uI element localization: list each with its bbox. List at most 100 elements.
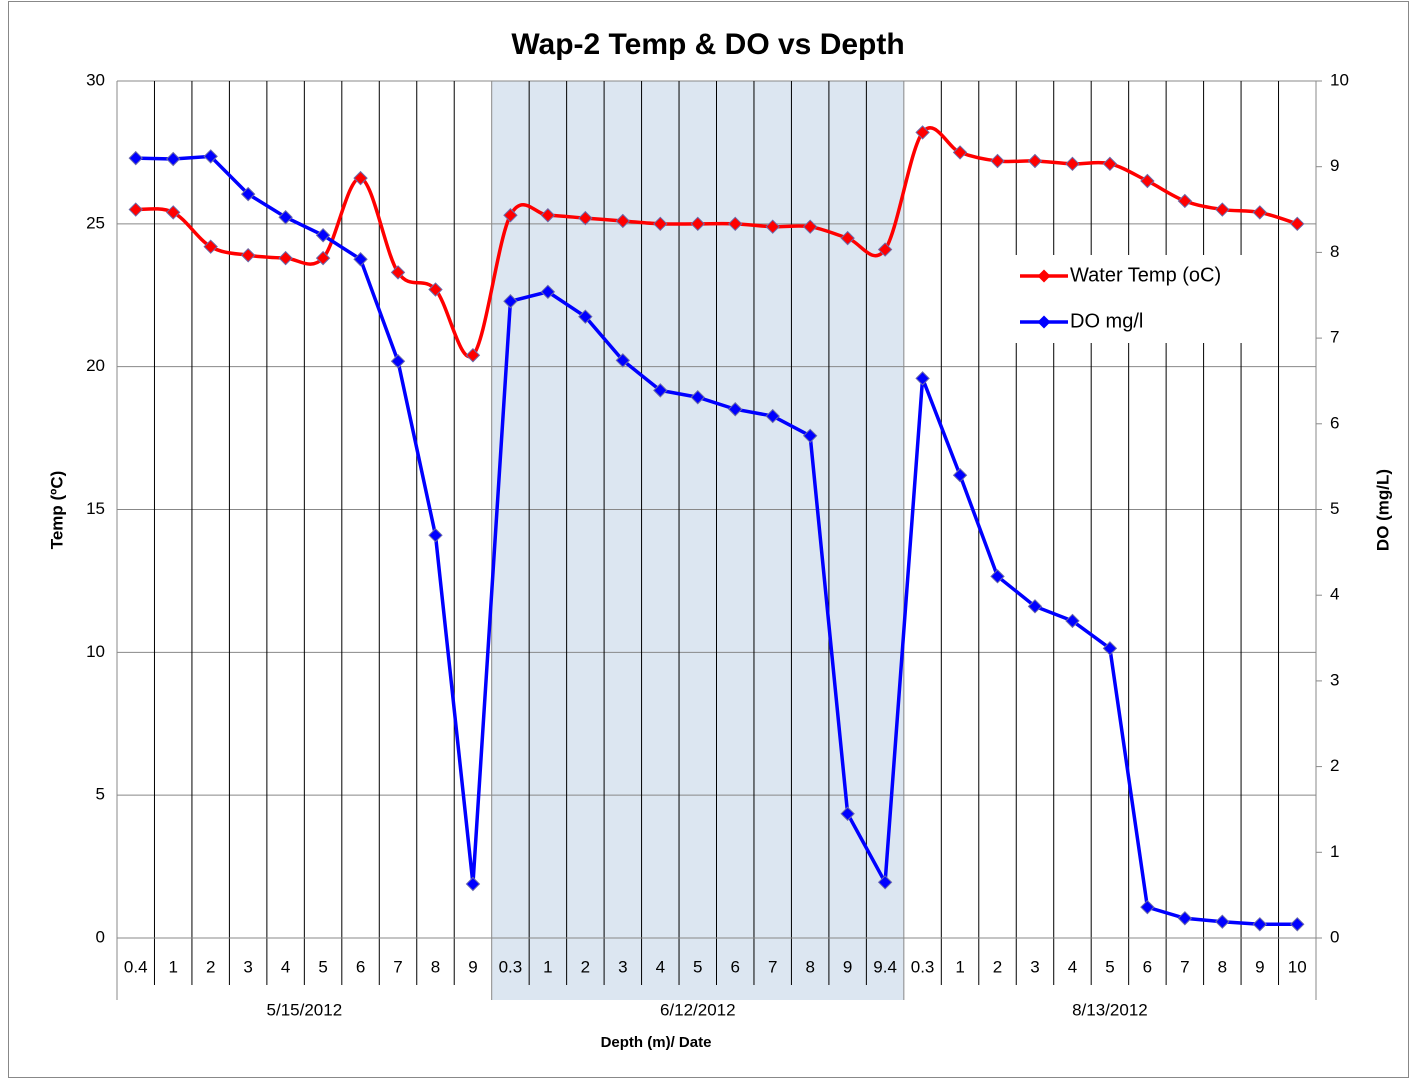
- marker: [802, 219, 818, 234]
- marker: [765, 408, 780, 424]
- marker: [578, 309, 593, 324]
- y2-tick-label: 8: [1330, 242, 1339, 261]
- y2-tick-label: 6: [1330, 413, 1339, 432]
- x-tick-label: 2: [993, 957, 1002, 976]
- y-tick-label: 0: [96, 927, 105, 946]
- marker: [1252, 917, 1268, 932]
- marker: [990, 153, 1005, 169]
- y2-tick-label: 2: [1330, 756, 1339, 775]
- marker: [1290, 917, 1305, 932]
- group-label: 6/12/2012: [660, 1000, 736, 1019]
- marker: [728, 402, 743, 417]
- y-axis-label: Temp (ºC): [47, 471, 66, 550]
- x-tick-label: 9.4: [873, 957, 897, 976]
- marker: [653, 216, 668, 232]
- y2-tick-label: 0: [1330, 927, 1339, 946]
- x-tick-label: 8: [1218, 957, 1227, 976]
- y2-tick-label: 3: [1330, 670, 1339, 689]
- marker: [278, 250, 293, 266]
- y-tick-label: 20: [86, 356, 105, 375]
- x-tick-label: 3: [618, 957, 627, 976]
- marker: [1027, 599, 1043, 614]
- marker: [390, 265, 406, 280]
- x-tick-label: 1: [168, 957, 177, 976]
- marker: [203, 149, 218, 164]
- marker: [503, 294, 518, 309]
- legend-label: Water Temp (oC): [1070, 264, 1221, 286]
- marker: [877, 875, 893, 890]
- x-tick-label: 6: [731, 957, 740, 976]
- marker: [952, 468, 968, 483]
- legend-label: DO mg/l: [1070, 310, 1143, 332]
- legend-marker: [1037, 315, 1051, 329]
- legend-box: [1012, 255, 1257, 343]
- y-tick-label: 10: [86, 642, 105, 661]
- marker: [952, 145, 968, 160]
- x-tick-label: 6: [356, 957, 365, 976]
- y2-tick-label: 9: [1330, 156, 1339, 175]
- marker: [615, 353, 631, 368]
- marker: [915, 371, 930, 386]
- x-tick-label: 0.3: [499, 957, 523, 976]
- marker: [428, 528, 443, 543]
- x-tick-label: 7: [768, 957, 777, 976]
- marker: [653, 383, 668, 398]
- marker: [540, 284, 556, 300]
- marker: [165, 151, 181, 167]
- marker: [1065, 613, 1080, 629]
- marker: [1065, 156, 1080, 172]
- marker: [1177, 911, 1193, 926]
- marker: [765, 219, 780, 234]
- y2-tick-label: 7: [1330, 328, 1339, 347]
- x-tick-label: 8: [805, 957, 814, 976]
- marker: [128, 202, 143, 217]
- marker: [540, 208, 556, 223]
- marker: [465, 348, 481, 363]
- x-tick-label: 9: [843, 957, 852, 976]
- y2-tick-label: 5: [1330, 499, 1339, 518]
- x-tick-label: 10: [1288, 957, 1307, 976]
- marker: [615, 213, 631, 229]
- marker: [503, 208, 518, 223]
- x-tick-label: 5: [693, 957, 702, 976]
- x-tick-label: 9: [468, 957, 477, 976]
- marker: [690, 390, 705, 405]
- marker: [1140, 173, 1155, 189]
- marker: [578, 210, 593, 226]
- x-tick-label: 3: [243, 957, 252, 976]
- marker: [1252, 205, 1268, 220]
- marker: [240, 248, 256, 263]
- legend-marker: [1037, 269, 1051, 283]
- y2-tick-label: 4: [1330, 585, 1339, 604]
- x-axis-label: Depth (m)/ Date: [601, 1034, 712, 1051]
- y2-tick-label: 10: [1330, 70, 1349, 89]
- x-tick-label: 0.3: [911, 957, 935, 976]
- marker: [203, 239, 218, 254]
- marker: [728, 216, 743, 232]
- x-tick-label: 4: [1068, 957, 1077, 976]
- x-tick-label: 7: [393, 957, 402, 976]
- marker: [840, 230, 855, 246]
- marker: [353, 252, 368, 267]
- marker: [1027, 153, 1043, 169]
- y2-axis-label: DO (mg/L): [1373, 469, 1392, 551]
- marker: [1215, 202, 1230, 217]
- x-tick-label: 4: [281, 957, 290, 976]
- marker: [353, 170, 368, 186]
- x-tick-label: 4: [656, 957, 665, 976]
- x-tick-label: 2: [581, 957, 590, 976]
- x-tick-label: 0.4: [124, 957, 148, 976]
- x-tick-label: 2: [206, 957, 215, 976]
- x-tick-label: 1: [543, 957, 552, 976]
- series-line: [135, 154, 1298, 927]
- x-tick-label: 9: [1255, 957, 1264, 976]
- marker: [1177, 193, 1193, 209]
- marker: [990, 569, 1005, 584]
- marker: [1290, 216, 1305, 232]
- y-tick-label: 15: [86, 499, 105, 518]
- marker: [802, 428, 818, 444]
- marker: [877, 242, 893, 257]
- chart-title: Wap-2 Temp & DO vs Depth: [511, 28, 904, 61]
